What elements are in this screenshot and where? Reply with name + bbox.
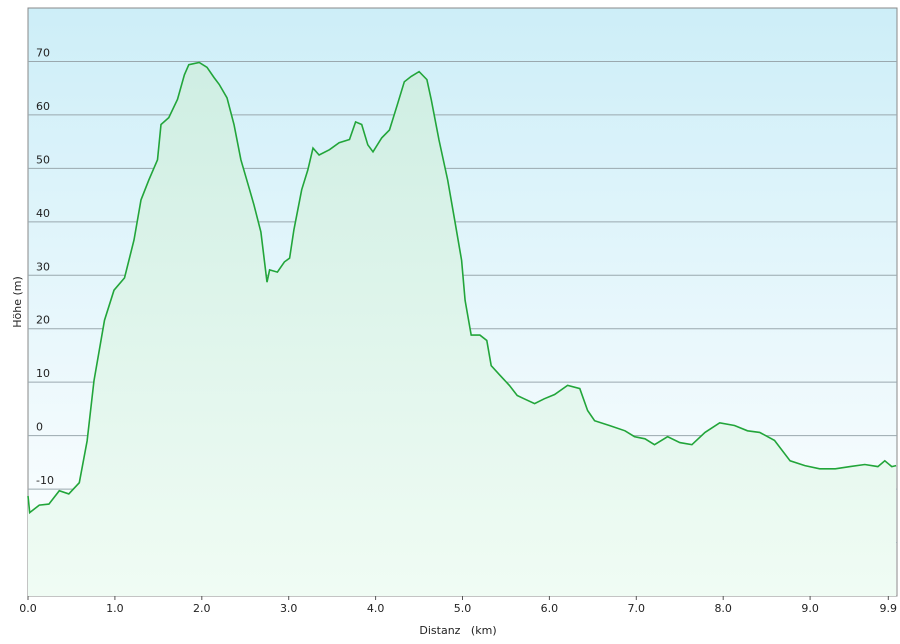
- x-tick-label: 8.0: [714, 602, 732, 615]
- x-tick-label: 6.0: [541, 602, 559, 615]
- x-tick-label: 9.0: [801, 602, 819, 615]
- y-tick-label: 40: [36, 207, 50, 220]
- x-tick-label: 9.9: [880, 602, 898, 615]
- y-tick-label: 10: [36, 367, 50, 380]
- y-tick-label: 70: [36, 46, 50, 59]
- x-tick-label: 0.0: [19, 602, 37, 615]
- x-tick-label: 1.0: [106, 602, 124, 615]
- y-axis-label: Höhe (m): [11, 276, 24, 328]
- y-tick-label: 60: [36, 100, 50, 113]
- y-tick-label: 30: [36, 260, 50, 273]
- x-tick-label: 3.0: [280, 602, 298, 615]
- area: [28, 62, 897, 596]
- x-tick-label: 5.0: [454, 602, 472, 615]
- x-axis-label: Distanz (km): [419, 624, 496, 637]
- x-tick-label: 2.0: [193, 602, 211, 615]
- y-tick-label: 0: [36, 421, 43, 434]
- x-tick-label: 4.0: [367, 602, 385, 615]
- y-tick-label: 20: [36, 314, 50, 327]
- y-tick-label: -10: [36, 474, 54, 487]
- x-tick-label: 7.0: [628, 602, 646, 615]
- line: [27, 61, 897, 515]
- y-tick-label: 50: [36, 153, 50, 166]
